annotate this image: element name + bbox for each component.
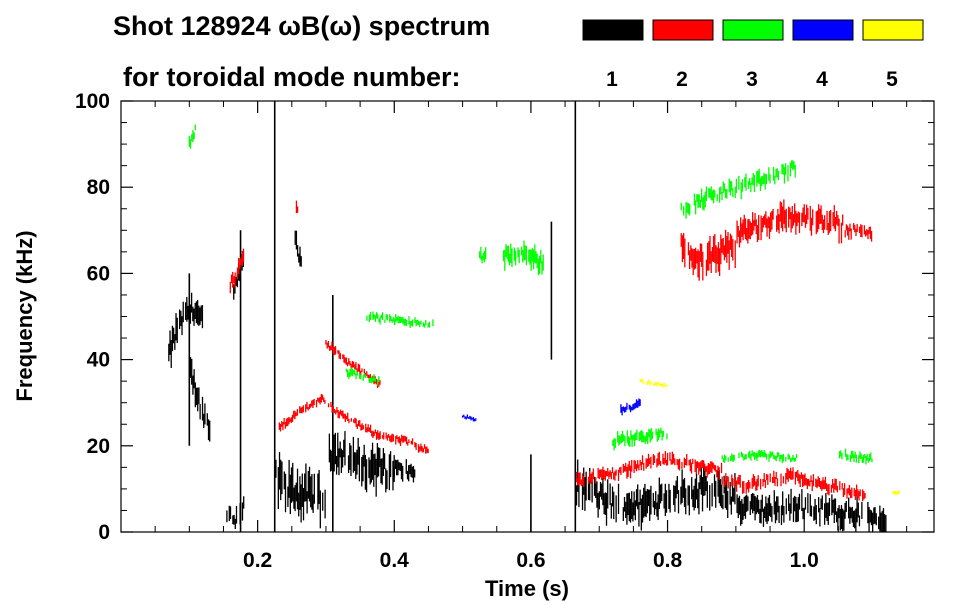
mode-feature-n3 bbox=[502, 240, 544, 276]
legend-swatch-5 bbox=[862, 19, 924, 41]
y-tick-label: 40 bbox=[87, 349, 110, 372]
mode-feature-n1 bbox=[168, 292, 204, 368]
x-tick-label: 1.0 bbox=[790, 549, 819, 572]
x-tick-label: 0.8 bbox=[653, 549, 683, 572]
mode-feature-n2 bbox=[680, 229, 736, 281]
mode-feature-n1 bbox=[328, 431, 395, 497]
chart-title-line1: Shot 128924 ωB(ω) spectrum bbox=[113, 11, 490, 41]
mode-feature-n1 bbox=[574, 459, 736, 531]
y-tick-label: 60 bbox=[87, 262, 110, 285]
mode-feature-n2 bbox=[844, 223, 873, 242]
y-tick-label: 80 bbox=[87, 176, 110, 199]
mode-feature-n1 bbox=[736, 488, 887, 532]
axes-frame bbox=[120, 100, 935, 533]
legend-label-3: 3 bbox=[746, 68, 758, 91]
mode-feature-n2 bbox=[295, 200, 299, 214]
mode-feature-n5 bbox=[892, 490, 900, 496]
mode-feature-n2 bbox=[575, 451, 668, 488]
y-tick-label: 0 bbox=[98, 521, 110, 544]
mode-feature-n1 bbox=[188, 355, 211, 442]
mode-feature-n3 bbox=[721, 449, 798, 464]
legend-swatch-3 bbox=[722, 19, 784, 41]
x-tick-label: 0.4 bbox=[380, 549, 410, 572]
legend-label-5: 5 bbox=[886, 68, 898, 91]
y-axis-label: Frequency (kHz) bbox=[12, 230, 37, 401]
mode-feature-n1 bbox=[275, 452, 326, 529]
mode-feature-n3 bbox=[838, 448, 873, 465]
x-axis-label: Time (s) bbox=[485, 576, 569, 601]
x-tick-label: 0.6 bbox=[516, 549, 545, 572]
x-tick-label: 0.2 bbox=[243, 549, 272, 572]
mode-feature-n1 bbox=[226, 496, 245, 529]
mode-feature-n3 bbox=[680, 160, 796, 219]
mode-feature-n3 bbox=[345, 367, 380, 386]
mode-feature-n2 bbox=[278, 394, 429, 454]
mode-feature-n1 bbox=[294, 230, 302, 267]
mode-feature-n1 bbox=[393, 459, 416, 483]
mode-feature-n5 bbox=[639, 378, 668, 388]
mode-feature-n3 bbox=[188, 124, 196, 149]
mode-feature-n3 bbox=[479, 246, 487, 264]
legend-swatch-1 bbox=[582, 19, 644, 41]
mode-feature-n2 bbox=[736, 199, 844, 248]
legend-label-1: 1 bbox=[606, 68, 618, 91]
mode-feature-n3 bbox=[612, 427, 668, 451]
axis-ticks: 0.2 0.4 0.6 0.8 1.0 0 20 40 60 80 100 bbox=[75, 90, 934, 572]
mode-feature-n4 bbox=[620, 398, 641, 416]
legend-label-4: 4 bbox=[816, 68, 828, 91]
mode-feature-n2 bbox=[721, 467, 866, 502]
legend: 1 2 3 4 5 bbox=[582, 19, 924, 91]
legend-swatch-2 bbox=[652, 19, 714, 41]
mode-feature-n2 bbox=[229, 248, 245, 294]
y-tick-label: 20 bbox=[87, 435, 110, 458]
mode-feature-n2 bbox=[666, 451, 723, 480]
mode-feature-n3 bbox=[366, 311, 434, 328]
legend-label-2: 2 bbox=[676, 68, 688, 91]
plot-area bbox=[168, 101, 900, 532]
y-tick-label: 100 bbox=[75, 90, 110, 113]
chart-title-line2: for toroidal mode number: bbox=[123, 62, 461, 92]
mode-feature-n4 bbox=[461, 414, 477, 422]
legend-swatch-4 bbox=[792, 19, 854, 41]
